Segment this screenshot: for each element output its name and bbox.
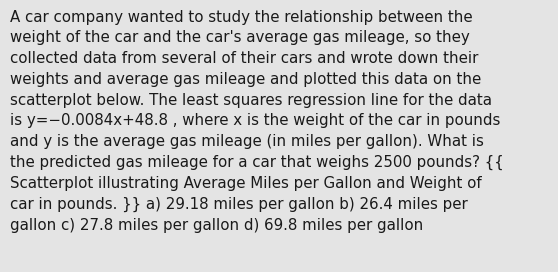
Text: A car company wanted to study the relationship between the
weight of the car and: A car company wanted to study the relati… (10, 10, 504, 233)
